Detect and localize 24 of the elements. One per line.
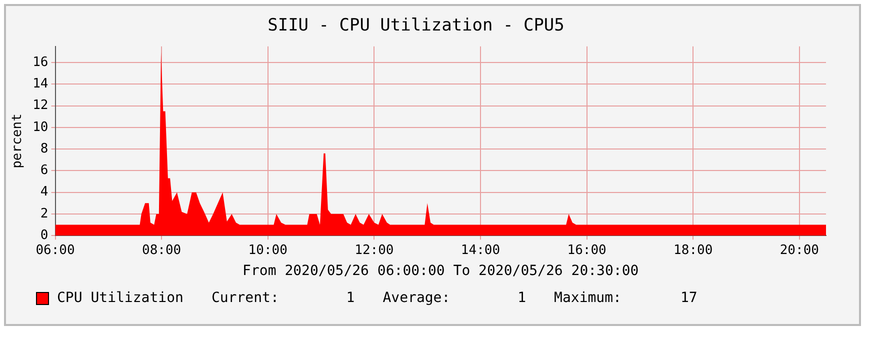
x-tick-label: 06:00 — [36, 242, 75, 258]
y-tick-label: 16 — [32, 54, 48, 70]
y-tick-label: 2 — [40, 206, 48, 222]
y-tick-label: 12 — [32, 98, 48, 114]
legend-label: CPU Utilization — [57, 290, 184, 306]
x-tick-label: 12:00 — [354, 242, 394, 258]
x-axis-title: From 2020/05/26 06:00:00 To 2020/05/26 20:30:00 — [242, 263, 639, 280]
y-tick-label: 14 — [32, 76, 48, 92]
chart-title: SIIU - CPU Utilization - CPU5 — [268, 16, 564, 36]
y-tick-label: 10 — [32, 120, 48, 135]
text: Average: 1 — [382, 290, 526, 306]
x-tick-label: 10:00 — [248, 242, 288, 258]
y-tick-label: 8 — [40, 141, 48, 156]
x-tick-label: 16:00 — [567, 242, 606, 258]
text: Maximum: 17 — [554, 290, 698, 306]
text: Current: 1 — [211, 290, 355, 306]
y-tick-label: 6 — [40, 163, 48, 178]
y-tick-label: 4 — [40, 184, 48, 200]
x-tick-label: 20:00 — [780, 242, 819, 258]
x-tick-label: 08:00 — [142, 242, 182, 258]
x-tick-label: 18:00 — [674, 242, 713, 258]
y-tick-label: 0 — [40, 228, 48, 243]
y-axis-title: percent — [10, 114, 26, 168]
x-tick-label: 14:00 — [460, 242, 500, 258]
